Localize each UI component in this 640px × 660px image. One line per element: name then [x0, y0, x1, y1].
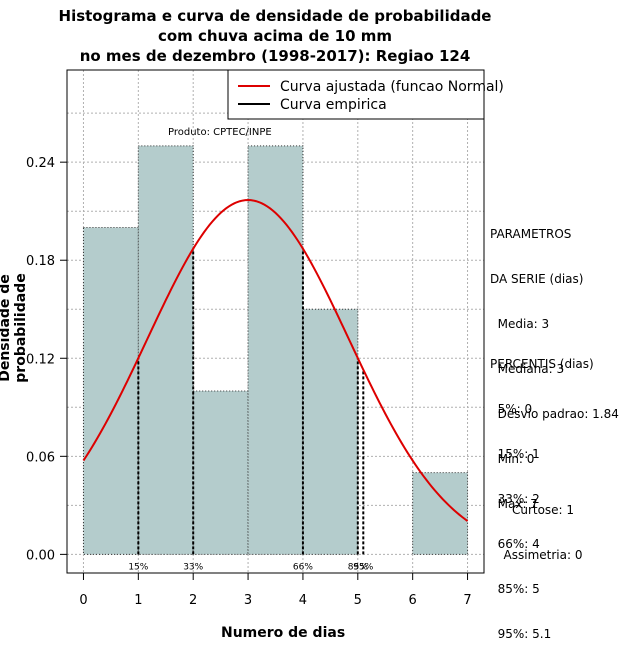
histogram-bar: [302, 308, 359, 555]
legend: Curva ajustada (funcao Normal) Curva emp…: [227, 69, 504, 120]
percentis-line: 15%: 1: [490, 447, 540, 461]
percentis-line: 85%: 5: [490, 582, 540, 596]
x-axis-tick-label: 7: [463, 593, 471, 608]
legend-box: [227, 69, 485, 120]
shape-stats-panel: Curtose: 1 Assimetria: 0: [488, 473, 598, 578]
histogram-bar: [192, 390, 249, 555]
percentis-line: PERCENTIS (dias): [490, 357, 594, 371]
histogram-bar: [137, 145, 194, 555]
params-line: Desvio padrao: 1.84: [490, 407, 619, 421]
chart-title-line-3: no mes de dezembro (1998-2017): Regiao 1…: [79, 47, 471, 65]
x-axis-tick-label: 6: [409, 593, 417, 608]
normal-fit-curve: [82, 199, 469, 522]
params-line: Min: 0: [490, 452, 535, 466]
y-axis-tick-label: 0.24: [26, 156, 55, 171]
percentiles-panel: PERCENTIS (dias) 5%: 0 15%: 1 33%: 2 66%…: [490, 327, 594, 657]
percentile-label: 85%: [348, 562, 368, 572]
y-axis-tick-label: 0.06: [26, 450, 55, 465]
percentis-line: 95%: 5.1: [490, 627, 552, 641]
x-axis-tick-label: 1: [134, 593, 142, 608]
percentile-label: 15%: [128, 562, 148, 572]
chart-title-line-1: Histograma e curva de densidade de proba…: [58, 7, 492, 25]
x-axis-tick-label: 3: [244, 593, 252, 608]
series-parameters-panel: PARAMETROS DA SERIE (dias) Media: 3 Medi…: [490, 197, 619, 527]
percentis-line: 66%: 4: [490, 537, 540, 551]
stats-line: Assimetria: 0: [503, 548, 583, 562]
percentile-label: 33%: [183, 562, 203, 572]
params-line: DA SERIE (dias): [490, 272, 584, 286]
percentile-label: 95%: [353, 562, 373, 572]
y-axis-tick-label: 0.18: [26, 254, 55, 269]
params-line: PARAMETROS: [490, 227, 572, 241]
product-annotation: Produto: CPTEC/INPE: [168, 127, 272, 138]
params-line: Max: 7: [490, 497, 538, 511]
x-axis-tick-label: 2: [189, 593, 197, 608]
histogram-bar: [247, 145, 304, 555]
histogram-bar: [82, 227, 139, 555]
legend-empirical-label: Curva empirica: [280, 97, 387, 113]
stats-line: Curtose: 1: [511, 503, 575, 517]
percentis-line: 33%: 2: [490, 492, 540, 506]
legend-fit-label: Curva ajustada (funcao Normal): [280, 79, 504, 95]
y-axis-tick-label: 0.12: [26, 352, 55, 367]
x-axis-title: Numero de dias: [221, 625, 346, 641]
percentile-label: 66%: [293, 562, 313, 572]
y-axis-tick-label: 0.00: [26, 548, 55, 563]
percentis-line: 5%: 0: [490, 402, 533, 416]
chart-title-line-2: com chuva acima de 10 mm: [157, 27, 393, 45]
x-axis-tick-label: 0: [79, 593, 87, 608]
params-line: Mediana: 3: [490, 362, 565, 376]
params-line: Media: 3: [490, 317, 550, 331]
x-axis-tick-label: 5: [354, 593, 362, 608]
x-axis-tick-label: 4: [299, 593, 307, 608]
y-axis-title: Densidade de probabilidade: [0, 273, 29, 383]
